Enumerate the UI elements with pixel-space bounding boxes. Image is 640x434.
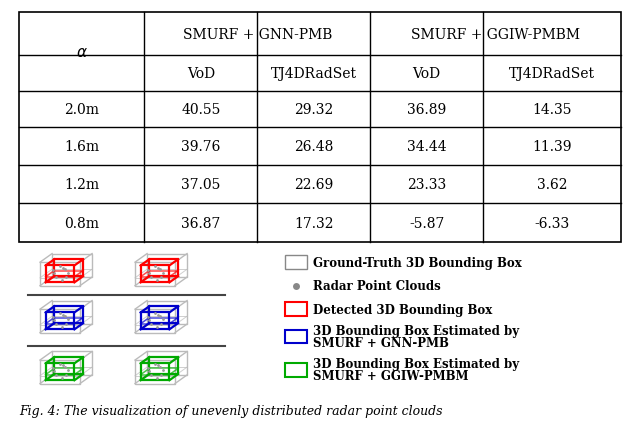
Bar [285, 256, 307, 270]
Text: 36.89: 36.89 [407, 103, 446, 117]
Text: 37.05: 37.05 [181, 178, 221, 192]
Text: 36.87: 36.87 [181, 216, 221, 230]
Bar [285, 363, 307, 377]
Text: 1.6m: 1.6m [64, 140, 99, 154]
Bar [285, 330, 307, 344]
Text: SMURF + GGIW-PMBM: SMURF + GGIW-PMBM [411, 27, 580, 42]
Text: TJ4DRadSet: TJ4DRadSet [271, 67, 356, 81]
Text: -5.87: -5.87 [409, 216, 444, 230]
Text: 34.44: 34.44 [407, 140, 447, 154]
Text: 22.69: 22.69 [294, 178, 333, 192]
Text: 29.32: 29.32 [294, 103, 333, 117]
Text: 23.33: 23.33 [407, 178, 446, 192]
Text: 14.35: 14.35 [532, 103, 572, 117]
Text: Ground-Truth 3D Bounding Box: Ground-Truth 3D Bounding Box [313, 256, 522, 269]
Text: VoD: VoD [413, 67, 441, 81]
Text: 3D Bounding Box Estimated by: 3D Bounding Box Estimated by [313, 325, 519, 337]
Text: SMURF + GGIW-PMBM: SMURF + GGIW-PMBM [313, 369, 468, 382]
Text: 2.0m: 2.0m [64, 103, 99, 117]
Text: TJ4DRadSet: TJ4DRadSet [509, 67, 595, 81]
Text: 11.39: 11.39 [532, 140, 572, 154]
Text: 3.62: 3.62 [537, 178, 567, 192]
Text: Fig. 4: The visualization of unevenly distributed radar point clouds: Fig. 4: The visualization of unevenly di… [19, 404, 442, 417]
Text: Radar Point Clouds: Radar Point Clouds [313, 279, 441, 293]
Text: 1.2m: 1.2m [64, 178, 99, 192]
Text: SMURF + GNN-PMB: SMURF + GNN-PMB [313, 336, 449, 349]
Text: 0.8m: 0.8m [64, 216, 99, 230]
Text: -6.33: -6.33 [534, 216, 570, 230]
Text: $\alpha$: $\alpha$ [76, 46, 88, 59]
Text: 26.48: 26.48 [294, 140, 333, 154]
Text: 39.76: 39.76 [181, 140, 221, 154]
Bar [285, 302, 307, 316]
Text: SMURF + GNN-PMB: SMURF + GNN-PMB [182, 27, 332, 42]
Text: 17.32: 17.32 [294, 216, 333, 230]
Text: 3D Bounding Box Estimated by: 3D Bounding Box Estimated by [313, 358, 519, 371]
Text: Detected 3D Bounding Box: Detected 3D Bounding Box [313, 303, 492, 316]
Text: 40.55: 40.55 [181, 103, 221, 117]
Text: VoD: VoD [187, 67, 215, 81]
